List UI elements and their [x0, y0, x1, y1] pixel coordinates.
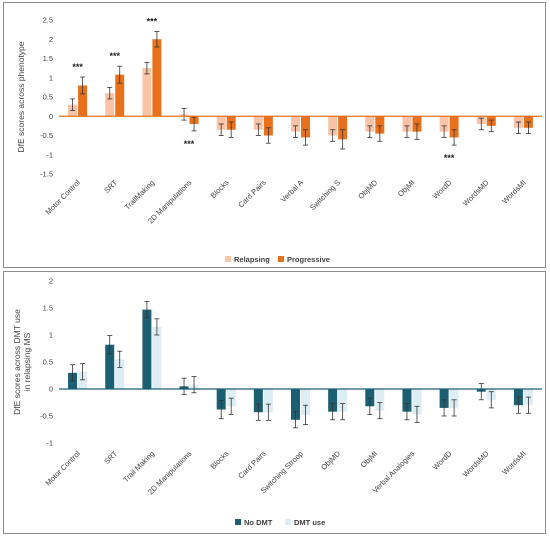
bar-dmt-use	[301, 389, 310, 415]
dmt-chart-panel: DfE scores across DMT usein relapsing MS…	[3, 271, 546, 534]
category-label: WordD	[431, 449, 454, 472]
y-tick-label: 1	[49, 331, 53, 340]
y-tick-label: -1	[46, 150, 53, 159]
y-tick-label: 2	[49, 277, 53, 286]
y-tick-label: -1	[46, 439, 53, 448]
significance-marker: ***	[109, 51, 120, 61]
bar-no-dmt	[365, 389, 375, 407]
category-label: Card Pairs	[236, 178, 268, 210]
bar-relapsing	[253, 116, 263, 130]
bar-dmt-use	[449, 389, 459, 408]
y-axis-label: DfE scores across DMT usein relapsing MS	[12, 309, 32, 415]
bar-dmt-use	[226, 389, 236, 407]
category-label: WordsMD	[461, 178, 491, 208]
category-label: WordsMD	[461, 449, 491, 479]
category-label: WordsMI	[500, 178, 527, 205]
significance-marker: ***	[444, 153, 455, 163]
bar-dmt-use	[78, 371, 88, 389]
bar-dmt-use	[152, 326, 162, 389]
category-label: Motor Control	[43, 449, 82, 488]
legend-swatch	[285, 519, 291, 525]
y-tick-label: 1.5	[43, 54, 53, 63]
category-label: Trail Making	[121, 449, 156, 484]
bar-no-dmt	[105, 344, 115, 389]
bar-progressive	[301, 116, 310, 138]
bar-relapsing	[105, 93, 115, 117]
legend-swatch	[278, 256, 284, 262]
category-label: WordD	[431, 178, 454, 201]
bar-dmt-use	[338, 389, 348, 412]
legend-label: Progressive	[287, 255, 330, 264]
category-label: Blocks	[209, 449, 231, 471]
legend-swatch	[235, 519, 241, 525]
legend-label: No DMT	[244, 518, 273, 527]
category-label: WordsMI	[500, 449, 527, 476]
bar-dmt-use	[375, 389, 385, 411]
category-label: SRT	[102, 178, 119, 195]
bar-relapsing	[291, 116, 300, 132]
significance-marker: ***	[147, 17, 158, 27]
bar-relapsing	[402, 116, 412, 132]
phenotype-chart: DfE scores across phenotype -1.5 -1 -0.5 0 0.…	[16, 16, 542, 264]
category-label: ObjMI	[396, 178, 417, 199]
y-tick-label: 0.5	[43, 93, 53, 102]
bar-no-dmt	[439, 389, 449, 408]
bar-no-dmt	[291, 389, 300, 420]
bar-relapsing	[216, 116, 226, 130]
y-tick-label: 1.5	[43, 304, 53, 313]
bar-relapsing	[328, 116, 338, 136]
bar-no-dmt	[142, 309, 152, 389]
bar-progressive	[375, 116, 385, 134]
y-tick-label: 1	[49, 73, 53, 82]
y-tick-label: -1.5	[40, 170, 53, 179]
bar-relapsing	[365, 116, 375, 132]
bar-no-dmt	[328, 389, 338, 412]
significance-marker: ***	[184, 139, 195, 149]
category-label: ObjMD	[356, 178, 379, 201]
bar-progressive	[263, 116, 273, 136]
y-tick-label: -0.5	[40, 131, 53, 140]
category-label: Card Pairs	[236, 449, 268, 481]
bar-dmt-use	[412, 389, 422, 415]
bar-progressive	[338, 116, 348, 140]
bar-no-dmt	[253, 389, 263, 413]
bar-progressive	[449, 116, 459, 138]
category-label: ObjMD	[319, 449, 342, 472]
bar-relapsing	[142, 68, 152, 117]
y-tick-label: 0	[49, 385, 53, 394]
legend-label: DMT use	[294, 518, 325, 527]
y-tick-label: 0	[49, 112, 53, 121]
category-label: Blocks	[209, 178, 231, 200]
phenotype-chart-panel: DfE scores across phenotype -1.5 -1 -0.5 0 0.…	[3, 2, 546, 268]
bar-dmt-use	[263, 389, 273, 413]
category-label: TrailMaking	[123, 178, 157, 212]
bar-progressive	[78, 85, 88, 117]
y-tick-label: 2.5	[43, 16, 53, 25]
y-tick-label: -0.5	[40, 412, 53, 421]
bar-progressive	[152, 39, 162, 117]
bar-dmt-use	[115, 359, 125, 389]
significance-marker: ***	[72, 62, 83, 72]
legend-swatch	[225, 256, 231, 262]
y-tick-label: 0.5	[43, 358, 53, 367]
category-label: ObjMI	[359, 449, 380, 470]
legend-label: Relapsing	[234, 255, 270, 264]
category-label: Switching S	[308, 178, 342, 212]
y-tick-label: 2	[49, 35, 53, 44]
bar-no-dmt	[216, 389, 226, 410]
category-label: Motor Control	[43, 178, 82, 217]
bar-relapsing	[439, 116, 449, 132]
category-label: SRT	[102, 449, 119, 466]
bar-no-dmt	[402, 389, 412, 412]
category-label: Verbal A	[279, 178, 305, 204]
bar-progressive	[115, 74, 125, 117]
dmt-chart: DfE scores across DMT usein relapsing MS…	[12, 277, 542, 527]
y-axis-label: DfE scores across phenotype	[16, 41, 26, 152]
